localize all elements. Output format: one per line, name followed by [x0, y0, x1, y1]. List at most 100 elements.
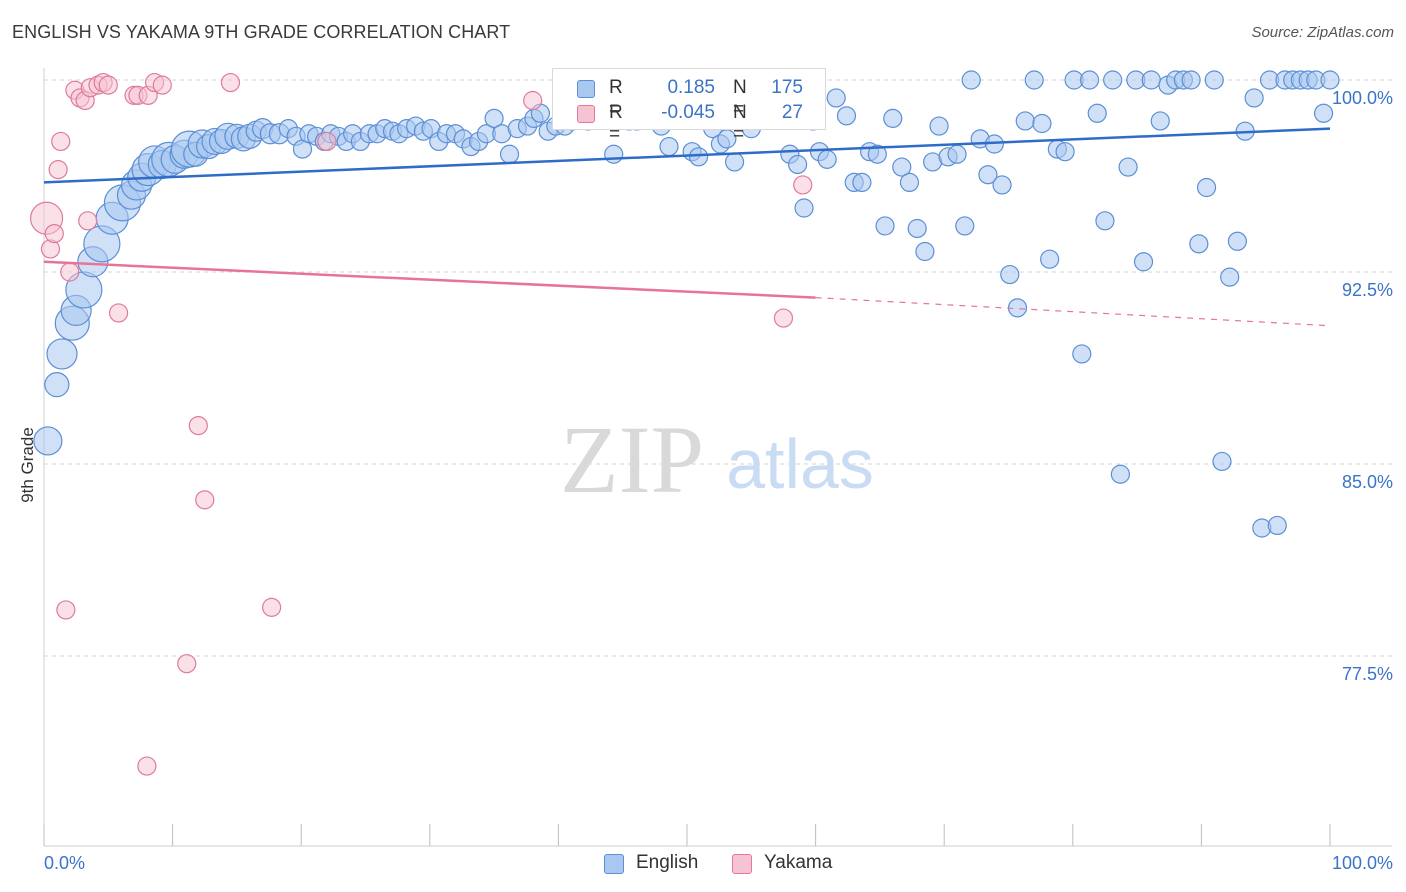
n-value: 175 [771, 77, 803, 98]
english-point [836, 106, 857, 126]
english-point [892, 157, 912, 177]
english-point [1244, 88, 1264, 108]
english-point [1196, 177, 1217, 198]
yakama-point [48, 160, 68, 180]
english-point [1150, 111, 1170, 131]
english-point [955, 216, 975, 236]
english-point [1072, 344, 1092, 364]
english-point [1095, 211, 1115, 231]
english-trend-line [43, 127, 1331, 184]
english-point [915, 241, 935, 262]
english-point [1015, 111, 1035, 131]
stats-legend: R = 0.185 N = 175 R = -0.045 N = 27 [552, 68, 826, 145]
english-point [1212, 451, 1232, 472]
english-point [1313, 103, 1334, 123]
english-point [1055, 142, 1075, 162]
english-point [992, 175, 1012, 195]
english-point [724, 152, 745, 172]
english-point [875, 216, 895, 236]
source-credit: Source: ZipAtlas.com [1251, 24, 1394, 41]
english-points [33, 70, 1340, 538]
english-point [907, 218, 927, 239]
yakama-point [188, 416, 208, 436]
x-tick-label: 100.0% [1332, 853, 1393, 873]
english-point [1189, 234, 1209, 254]
trend-lines [43, 127, 1331, 327]
english-point [44, 372, 70, 398]
english-point [1032, 113, 1052, 134]
english-point [1204, 70, 1224, 90]
yakama-point [195, 490, 215, 510]
y-axis-label: 9th Grade [18, 427, 37, 503]
english-point [1040, 249, 1060, 269]
yakama-point [108, 303, 129, 323]
y-tick-label: 85.0% [1342, 472, 1393, 492]
n-label: N = [733, 77, 747, 120]
yakama-point [177, 654, 197, 674]
english-point [1141, 70, 1161, 90]
watermark: ZIP atlas [560, 406, 874, 513]
english-point [604, 144, 624, 164]
english-point [1220, 267, 1240, 287]
n-value: 27 [781, 102, 803, 123]
grid-lines [44, 79, 1392, 657]
english-point [1103, 70, 1123, 90]
english-point [1320, 70, 1340, 90]
yakama-point [523, 90, 543, 111]
yakama-point [51, 131, 71, 152]
english-point [883, 108, 903, 129]
english-swatch [577, 80, 595, 98]
english-point [1024, 70, 1044, 90]
watermark-atlas: atlas [726, 425, 874, 503]
yakama-point [44, 224, 64, 244]
english-point [787, 154, 808, 175]
yakama-point [793, 175, 813, 195]
english-point [1267, 515, 1287, 536]
english-point [499, 144, 520, 164]
yakama-point [137, 756, 157, 776]
yakama-point [60, 262, 80, 282]
r-label: R = [609, 77, 623, 120]
english-point [852, 172, 872, 192]
english-point [1110, 464, 1130, 484]
n-label: N = [733, 102, 747, 145]
r-label: R = [609, 102, 623, 145]
tick-labels: 100.0% 92.5% 85.0% 77.5% 0.0% 100.0% [44, 88, 1393, 873]
english-point [688, 147, 709, 167]
yakama-points [29, 72, 813, 776]
english-point [33, 426, 63, 456]
yakama-point [78, 211, 98, 231]
english-point [46, 338, 78, 370]
english-point [1087, 103, 1107, 123]
yakama-swatch [577, 105, 595, 123]
english-point [1181, 70, 1201, 90]
yakama-trend-extension [815, 297, 1331, 327]
r-value: 0.185 [667, 77, 715, 98]
yakama-point [317, 131, 337, 152]
english-point [978, 165, 998, 185]
english-point [929, 116, 949, 136]
english-point [947, 144, 967, 164]
yakama-trend-line [43, 260, 816, 299]
watermark-zip: ZIP [560, 406, 704, 513]
english-point [659, 136, 679, 157]
english-point [899, 172, 920, 192]
english-point [1133, 252, 1154, 272]
y-tick-label: 77.5% [1342, 664, 1393, 684]
english-point [1118, 157, 1138, 177]
yakama-point [152, 75, 172, 95]
y-tick-label: 100.0% [1332, 88, 1393, 108]
english-point [484, 108, 504, 129]
y-tick-label: 92.5% [1342, 280, 1393, 300]
english-point [794, 198, 814, 218]
yakama-point [56, 600, 76, 620]
english-point [826, 88, 846, 108]
yakama-legend-swatch [732, 854, 752, 874]
english-point [1079, 70, 1100, 90]
english-point [1000, 264, 1020, 285]
english-legend-swatch [604, 854, 624, 874]
english-point [1227, 231, 1248, 251]
r-value: -0.045 [661, 102, 715, 123]
english-point [817, 149, 837, 169]
